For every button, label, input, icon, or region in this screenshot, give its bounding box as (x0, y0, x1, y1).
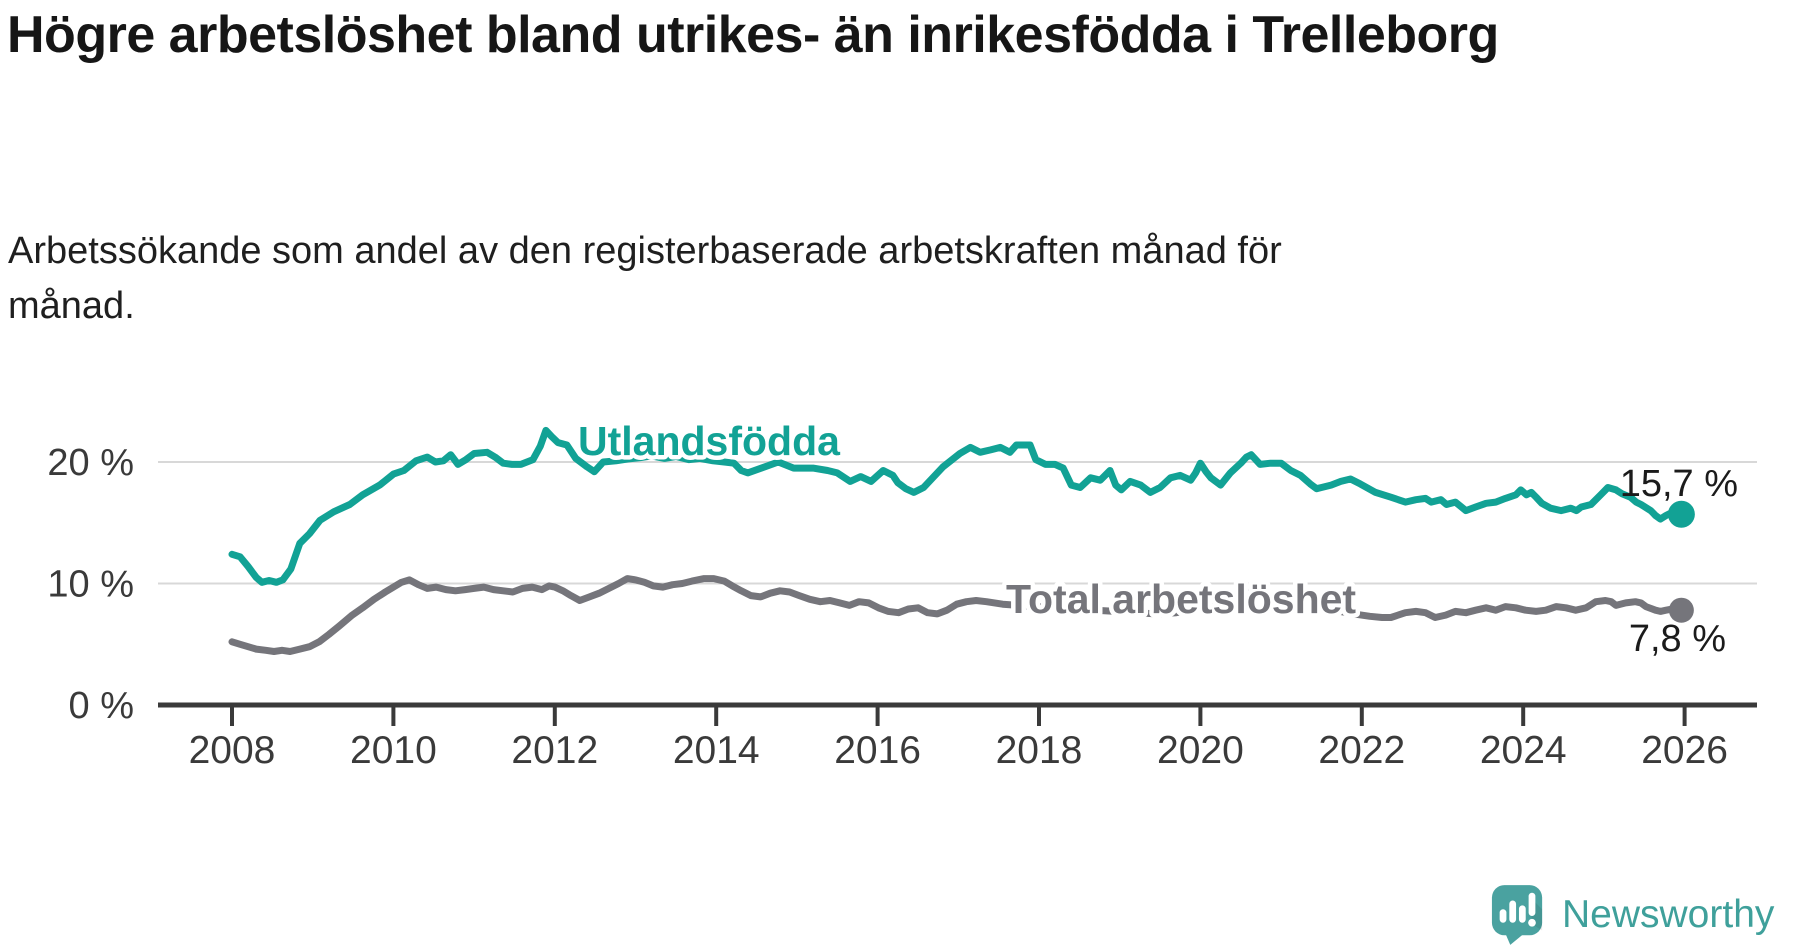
x-tick-label: 2016 (834, 729, 921, 772)
y-tick-label: 20 % (47, 442, 134, 484)
end-value-total-arbetsloshet: 7,8 % (1629, 618, 1726, 660)
series-lines (228, 426, 1685, 655)
end-value-utlandsfodda: 15,7 % (1620, 463, 1738, 505)
series-label-total-arbetsloshet: Total arbetslöshet (1006, 576, 1356, 622)
x-axis: 2008 2010 2012 2014 2016 2018 2020 2022 2024 2026 (158, 702, 1757, 772)
x-tick-label: 2022 (1318, 729, 1405, 772)
series-end-dot (1667, 500, 1695, 528)
x-tick-label: 2026 (1641, 729, 1728, 772)
series-label-utlandsfodda: Utlandsfödda (578, 418, 841, 464)
x-tick-label: 2010 (350, 729, 437, 772)
series-line (228, 426, 1685, 586)
x-tick-label: 2014 (673, 729, 760, 772)
y-tick-label: 0 % (69, 685, 134, 727)
x-tick-label: 2012 (511, 729, 598, 772)
y-tick-label: 10 % (47, 564, 134, 606)
x-tick-label: 2018 (996, 729, 1083, 772)
chart-subtitle: Arbetssökande som andel av den registerb… (8, 230, 1282, 327)
bar-chart-speech-bubble-icon (1491, 885, 1543, 945)
y-axis-labels: 0 % 10 % 20 % (47, 442, 134, 727)
brand-name: Newsworthy (1562, 893, 1775, 936)
end-dots (1667, 500, 1695, 623)
series-end-dot (1668, 597, 1694, 623)
x-tick-label: 2008 (189, 729, 276, 772)
x-tick-label: 2024 (1480, 729, 1567, 772)
series-line (228, 575, 1685, 655)
chart-title: Högre arbetslöshet bland utrikes- än inr… (7, 6, 1499, 64)
newsworthy-logo: Newsworthy (1490, 882, 1774, 948)
x-tick-label: 2020 (1157, 729, 1244, 772)
gridlines (158, 461, 1757, 585)
